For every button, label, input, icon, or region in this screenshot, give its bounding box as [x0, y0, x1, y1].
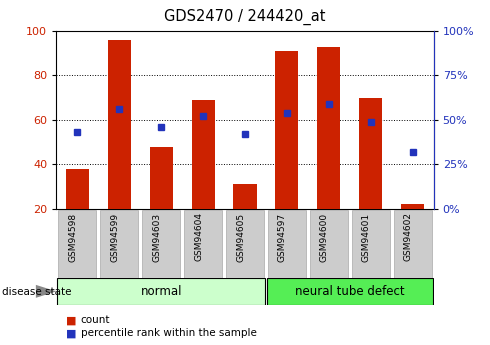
Bar: [267, 278, 433, 305]
Bar: [318, 47, 341, 209]
Bar: [394, 210, 432, 278]
Bar: [275, 51, 298, 209]
Text: GSM94599: GSM94599: [110, 213, 119, 262]
Text: GDS2470 / 244420_at: GDS2470 / 244420_at: [164, 9, 326, 25]
Text: disease state: disease state: [2, 287, 72, 296]
Bar: [401, 204, 424, 209]
Text: ■: ■: [66, 315, 76, 325]
Bar: [58, 210, 96, 278]
Bar: [352, 210, 390, 278]
Bar: [233, 184, 257, 209]
Text: GSM94605: GSM94605: [236, 213, 245, 262]
Polygon shape: [36, 285, 56, 298]
Bar: [226, 210, 264, 278]
Text: ■: ■: [66, 328, 76, 338]
Text: count: count: [81, 315, 110, 325]
Text: GSM94597: GSM94597: [278, 213, 287, 262]
Text: GSM94602: GSM94602: [404, 213, 413, 262]
Bar: [184, 210, 222, 278]
Bar: [149, 147, 172, 209]
Text: neural tube defect: neural tube defect: [295, 285, 405, 298]
Text: GSM94601: GSM94601: [362, 213, 371, 262]
Text: GSM94603: GSM94603: [152, 213, 161, 262]
Bar: [359, 98, 382, 209]
Bar: [268, 210, 306, 278]
Bar: [100, 210, 138, 278]
Bar: [310, 210, 348, 278]
Text: GSM94600: GSM94600: [320, 213, 329, 262]
Bar: [57, 278, 265, 305]
Text: GSM94598: GSM94598: [68, 213, 77, 262]
Bar: [142, 210, 180, 278]
Bar: [108, 40, 131, 209]
Bar: [192, 100, 215, 209]
Text: GSM94604: GSM94604: [194, 213, 203, 262]
Text: percentile rank within the sample: percentile rank within the sample: [81, 328, 257, 338]
Text: normal: normal: [141, 285, 182, 298]
Bar: [66, 169, 89, 209]
